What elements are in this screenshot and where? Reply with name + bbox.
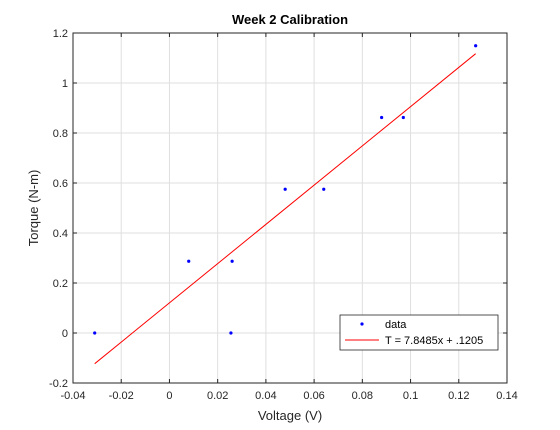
y-tick-label: 0.8 — [53, 128, 68, 140]
x-tick-label: 0.12 — [448, 390, 469, 402]
y-tick-label: -0.2 — [49, 378, 68, 390]
legend-box — [339, 314, 499, 351]
chart-title: Week 2 Calibration — [232, 12, 348, 27]
x-tick-label: 0.06 — [303, 390, 324, 402]
legend: data T = 7.8485x + .1205 — [339, 314, 499, 351]
x-tick-label: 0.14 — [496, 390, 517, 402]
x-axis-title: Voltage (V) — [258, 408, 322, 423]
data-point — [401, 115, 405, 120]
x-tick-label: 0.08 — [352, 390, 373, 402]
data-point — [93, 331, 97, 335]
axis-ticks: -0.04 -0.02 0 0.02 0.04 0.06 0.08 0.1 0.12 0.14 -0… — [49, 28, 518, 402]
y-tick-label: 0 — [62, 328, 68, 340]
x-tick-label: 0.04 — [255, 390, 276, 402]
data-point — [474, 44, 478, 48]
x-tick-label: 0.02 — [207, 390, 228, 402]
fit-line — [94, 53, 476, 365]
data-point — [187, 259, 191, 263]
y-axis-title: Torque (N-m) — [26, 170, 41, 247]
y-tick-label: 0.6 — [53, 178, 68, 190]
x-tick-label: 0 — [166, 390, 172, 402]
legend-label-fit: T = 7.8485x + .1205 — [385, 335, 483, 347]
y-tick-label: 1 — [62, 78, 68, 90]
y-tick-label: 0.2 — [53, 278, 68, 290]
x-tick-label: -0.02 — [109, 390, 134, 402]
data-point — [322, 187, 326, 191]
plot-area-frame — [72, 32, 508, 384]
data-point — [230, 259, 234, 263]
x-tick-label: -0.04 — [60, 390, 85, 402]
y-tick-label: 1.2 — [53, 28, 68, 40]
x-tick-label: 0.1 — [403, 390, 418, 402]
data-point — [229, 331, 233, 335]
series-layer — [93, 44, 478, 365]
data-point — [380, 115, 384, 120]
y-tick-label: 0.4 — [53, 228, 68, 240]
legend-label-data: data — [385, 319, 407, 331]
legend-marker-data — [360, 322, 364, 326]
data-point — [283, 187, 287, 191]
